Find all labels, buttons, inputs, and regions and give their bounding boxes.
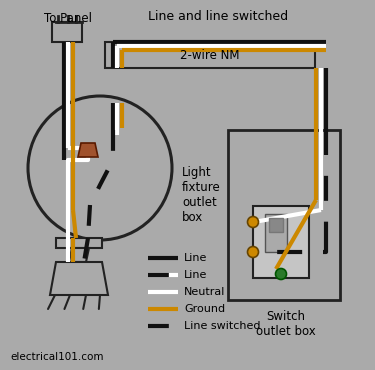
Text: Light
fixture
outlet
box: Light fixture outlet box: [182, 166, 221, 224]
Bar: [105, 42, 315, 68]
Text: 2-wire NM: 2-wire NM: [180, 48, 240, 61]
Text: Line: Line: [184, 253, 207, 263]
Polygon shape: [69, 248, 89, 262]
Circle shape: [28, 96, 172, 240]
Bar: [56, 238, 102, 248]
Bar: [228, 130, 340, 300]
Text: To Panel: To Panel: [44, 12, 92, 25]
Text: Line switched: Line switched: [184, 321, 261, 331]
Polygon shape: [78, 143, 98, 157]
Bar: [265, 214, 287, 252]
Text: Switch
outlet box: Switch outlet box: [256, 310, 316, 338]
Text: Line: Line: [184, 270, 207, 280]
Text: Ground: Ground: [184, 304, 225, 314]
Bar: [52, 22, 82, 42]
Circle shape: [248, 246, 258, 258]
Bar: [269, 218, 283, 232]
Text: Line and line switched: Line and line switched: [148, 10, 288, 23]
Bar: [253, 206, 309, 278]
Circle shape: [276, 269, 286, 279]
Polygon shape: [50, 262, 108, 295]
Circle shape: [248, 216, 258, 228]
Text: Neutral: Neutral: [184, 287, 225, 297]
Text: electrical101.com: electrical101.com: [10, 352, 104, 362]
